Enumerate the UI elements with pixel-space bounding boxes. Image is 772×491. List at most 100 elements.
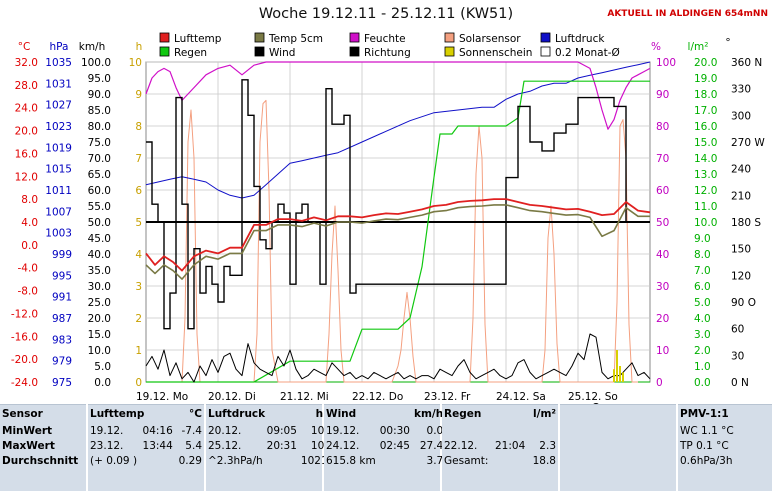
tick-pressure: 1035 <box>45 57 72 69</box>
tick-rain: 0.0 <box>694 377 711 389</box>
tick-rain: 13.0 <box>694 169 717 181</box>
wind-max-time: 02:45 <box>379 439 410 452</box>
tick-temp: 28.0 <box>15 80 38 92</box>
chart-title: Woche 19.12.11 - 25.12.11 (KW51) <box>258 6 514 22</box>
luftdruck-max-time: 20:31 <box>266 439 297 452</box>
tick-direction: 0 N <box>731 377 749 389</box>
tick-humidity: 50 <box>656 217 669 229</box>
tick-wind: 15.0 <box>88 329 111 341</box>
summary-row-max: MaxWert <box>2 439 55 452</box>
tick-temp: -24.0 <box>11 377 38 389</box>
lufttemp-unit: °C <box>189 408 202 420</box>
tick-temp: -8.0 <box>18 286 39 298</box>
tick-direction: 150 <box>731 244 751 256</box>
tick-wind: 30.0 <box>88 281 111 293</box>
x-label-day: 20.12. Di <box>208 391 256 403</box>
legend-swatch <box>349 46 360 57</box>
tick-wind: 25.0 <box>88 297 111 309</box>
legend-swatch <box>349 32 360 43</box>
legend-label: Solarsensor <box>459 33 521 45</box>
tick-humidity: 70 <box>656 153 669 165</box>
tick-pressure: 1019 <box>45 142 72 154</box>
summary-row-avg: Durchschnitt <box>2 454 79 467</box>
tick-wind: 20.0 <box>88 313 111 325</box>
tick-pressure: 999 <box>52 249 72 261</box>
tick-temp: 24.0 <box>15 103 38 115</box>
tick-pressure: 991 <box>52 292 72 304</box>
legend-label: Lufttemp <box>174 33 222 45</box>
legend-swatch <box>254 46 265 57</box>
tick-direction: 240 <box>731 164 751 176</box>
tick-hours: 2 <box>135 313 142 325</box>
tick-hours: 7 <box>135 153 142 165</box>
summary-regen-panel: Regen l/m² 22.12. 21:04 2.3 Gesamt: 18.8 <box>442 404 558 491</box>
tick-humidity: 20 <box>656 313 669 325</box>
tick-wind: 80.0 <box>88 121 111 133</box>
tick-temp: 4.0 <box>21 217 38 229</box>
tick-hours: 1 <box>135 345 142 357</box>
summary-luftdruck-panel: LuftdruckhPa 20.12.09:051009 25.12.20:31… <box>206 404 338 491</box>
tick-wind: 95.0 <box>88 73 111 85</box>
tick-wind: 90.0 <box>88 89 111 101</box>
legend-label: 0.2 Monat-Ø <box>555 47 620 59</box>
wind-min-time: 00:30 <box>379 424 410 437</box>
tick-wind: 35.0 <box>88 265 111 277</box>
tick-hours: 6 <box>135 185 142 197</box>
tick-rain: 19.0 <box>694 73 717 85</box>
tick-direction: 90 O <box>731 297 756 309</box>
tick-wind: 55.0 <box>88 201 111 213</box>
lufttemp-avg-value: 0.29 <box>178 454 202 467</box>
tick-wind: 5.0 <box>94 361 111 373</box>
tick-rain: 8.0 <box>694 249 711 261</box>
unit-rain: l/m² <box>688 41 709 53</box>
tick-rain: 15.0 <box>694 137 717 149</box>
legend-label: Regen <box>174 47 207 59</box>
tick-wind: 40.0 <box>88 249 111 261</box>
pmv-pressure-trend: 0.6hPa/3h <box>680 454 733 467</box>
x-label-day: 22.12. Do <box>352 391 403 403</box>
legend-swatch <box>444 46 455 57</box>
legend-label: Richtung <box>364 47 411 59</box>
luftdruck-title: Luftdruck <box>208 408 266 420</box>
legend-label: Luftdruck <box>555 33 605 45</box>
legend-swatch <box>540 46 551 57</box>
tick-direction: 60 <box>731 324 744 336</box>
x-axis-labels: 19.12. Mo 20.12. Di 21.12. Mi 22.12. Do 23.1… <box>136 391 618 404</box>
tick-wind: 0.0 <box>94 377 111 389</box>
tick-humidity: 80 <box>656 121 669 133</box>
tick-temp: 8.0 <box>21 194 38 206</box>
legend: Lufttemp Temp 5cm Feuchte Solarsensor Luftdr… <box>159 32 620 59</box>
luftdruck-max-date: 25.12. <box>208 439 242 452</box>
pmv-windchill: WC 1.1 °C <box>680 424 734 437</box>
luftdruck-min-time: 09:05 <box>266 424 297 437</box>
tick-temp: 20.0 <box>15 126 38 138</box>
tick-pressure: 1027 <box>45 100 72 112</box>
tick-wind: 65.0 <box>88 169 111 181</box>
series-feuchte <box>145 61 651 130</box>
lufttemp-min-value: -7.4 <box>181 424 203 437</box>
live-link[interactable]: AKTUELL IN ALDINGEN 654mNN <box>607 9 768 19</box>
summary-row-min: MinWert <box>2 424 53 437</box>
tick-humidity: 30 <box>656 281 669 293</box>
current-time-marker <box>593 403 599 404</box>
legend-label: Feuchte <box>364 33 406 45</box>
tick-rain: 2.0 <box>694 345 711 357</box>
summary-wind-panel: Wind km/h 19.12. 00:30 0.0 24.12. 02:45 27.4 … <box>324 404 443 491</box>
legend-swatch <box>540 32 551 43</box>
tick-rain: 10.0 <box>694 217 717 229</box>
summary-sensor-panel: Sensor MinWert MaxWert Durchschnitt <box>0 404 86 491</box>
regen-row1-value <box>529 423 558 438</box>
series-luftdruck <box>145 61 651 199</box>
tick-direction: 210 <box>731 190 751 202</box>
tick-pressure: 979 <box>52 356 72 368</box>
x-label-day: 23.12. Fr <box>424 391 471 403</box>
tick-wind: 100.0 <box>81 57 111 69</box>
tick-wind: 70.0 <box>88 153 111 165</box>
tick-humidity: 60 <box>656 185 669 197</box>
tick-rain: 18.0 <box>694 89 717 101</box>
legend-swatch <box>159 46 170 57</box>
legend-label: Sonnenschein <box>459 47 532 59</box>
lufttemp-avg-trend: (+ 0.09 ) <box>90 454 138 467</box>
tick-hours: 8 <box>135 121 142 133</box>
